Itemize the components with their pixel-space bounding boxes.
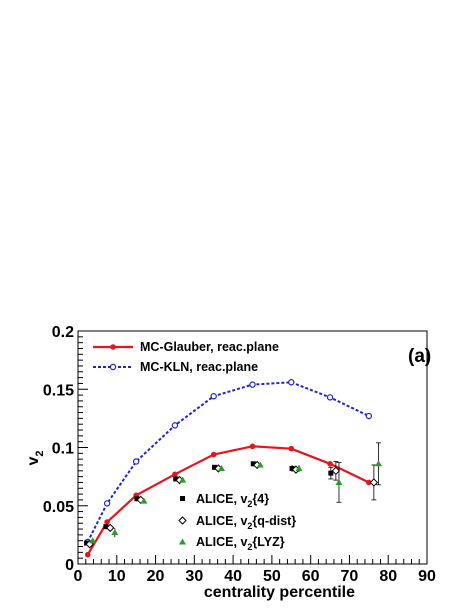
alice-v24-point [211, 464, 217, 470]
glauber-point [366, 479, 372, 486]
legend-glauber-label: MC-Glauber, reac.plane [140, 340, 279, 354]
alice-vq-point [331, 466, 341, 476]
alice-data-points [84, 442, 383, 549]
legend-glauber-marker [110, 344, 116, 350]
glauber-point [288, 445, 295, 452]
alice-v24-point [289, 465, 295, 471]
alice-vlyz-point [179, 476, 187, 483]
y-tick-label: 0.1 [52, 441, 74, 458]
x-tick-label: 50 [263, 568, 281, 585]
alice-v24-point [173, 476, 179, 482]
x-axis-title: centrality percentile [204, 584, 355, 601]
glauber-point [84, 551, 91, 558]
x-tick-label: 0 [74, 568, 83, 585]
model-markers [84, 379, 373, 558]
legend-models: MC-Glauber, reac.plane MC-KLN, reac.plan… [93, 340, 279, 374]
x-tick-label: 10 [108, 568, 126, 585]
y-tick-label: 0.05 [43, 499, 74, 516]
legend-vq-marker [178, 516, 187, 525]
y-tick-label: 0 [65, 557, 74, 574]
y-tick-label: 0.15 [43, 382, 74, 399]
glauber-point [249, 443, 256, 450]
alice-v24-point [84, 540, 90, 546]
glauber-point [104, 519, 110, 525]
legend-kln-label: MC-KLN, reac.plane [140, 360, 258, 374]
alice-vlyz-point [111, 529, 119, 536]
alice-vlyz-point [375, 460, 383, 467]
axis-tick-labels: 0 10 20 30 40 50 60 70 80 90 0 0.05 0.1 0.15 0.2 [43, 324, 436, 585]
kln-point [326, 394, 334, 401]
x-tick-label: 30 [185, 568, 203, 585]
alice-vlyz-point [217, 464, 225, 471]
alice-v24-point [328, 470, 334, 476]
kln-point [210, 393, 217, 400]
x-tick-label: 70 [341, 568, 359, 585]
alice-vlyz-point [335, 478, 343, 485]
legend-kln-marker [109, 363, 117, 371]
axis-ticks [77, 330, 428, 565]
alice-vlyz-point [256, 461, 264, 468]
kln-point [103, 500, 111, 507]
x-tick-label: 60 [302, 568, 320, 585]
kln-point [132, 458, 140, 465]
legend-v24-label: ALICE, v2{4} [196, 492, 269, 509]
glauber-point [172, 471, 178, 478]
legend-data: ALICE, v2{4} ALICE, v2{q-dist} ALICE, v2… [178, 492, 296, 552]
y-tick-label: 0.2 [52, 324, 74, 341]
kln-point [365, 412, 373, 420]
glauber-point [210, 451, 217, 458]
alice-vq-point [369, 478, 379, 487]
alice-v24-point [134, 496, 140, 502]
alice-vq-point [105, 523, 115, 533]
model-curves [86, 381, 370, 556]
kln-point [288, 379, 295, 386]
y-axis-title: v2 [25, 450, 46, 465]
x-tick-label: 20 [147, 568, 165, 585]
panel-label: (a) [408, 346, 431, 367]
legend-vlyz-marker [179, 538, 186, 545]
x-tick-label: 40 [224, 568, 242, 585]
kln-point [249, 381, 256, 388]
x-tick-label: 90 [418, 568, 436, 585]
kln-point [171, 422, 179, 429]
legend-vlyz-label: ALICE, v2{LYZ} [196, 535, 285, 552]
legend-v24-marker [180, 496, 185, 501]
glauber-point [327, 461, 333, 467]
alice-vlyz-point [140, 497, 148, 504]
alice-vlyz-point [295, 464, 303, 471]
legend-vq-label: ALICE, v2{q-dist} [196, 514, 296, 531]
x-tick-label: 80 [379, 568, 397, 585]
alice-v24-point [250, 461, 256, 467]
alice-vlyz-point [89, 537, 97, 544]
alice-v24-point [103, 524, 109, 530]
